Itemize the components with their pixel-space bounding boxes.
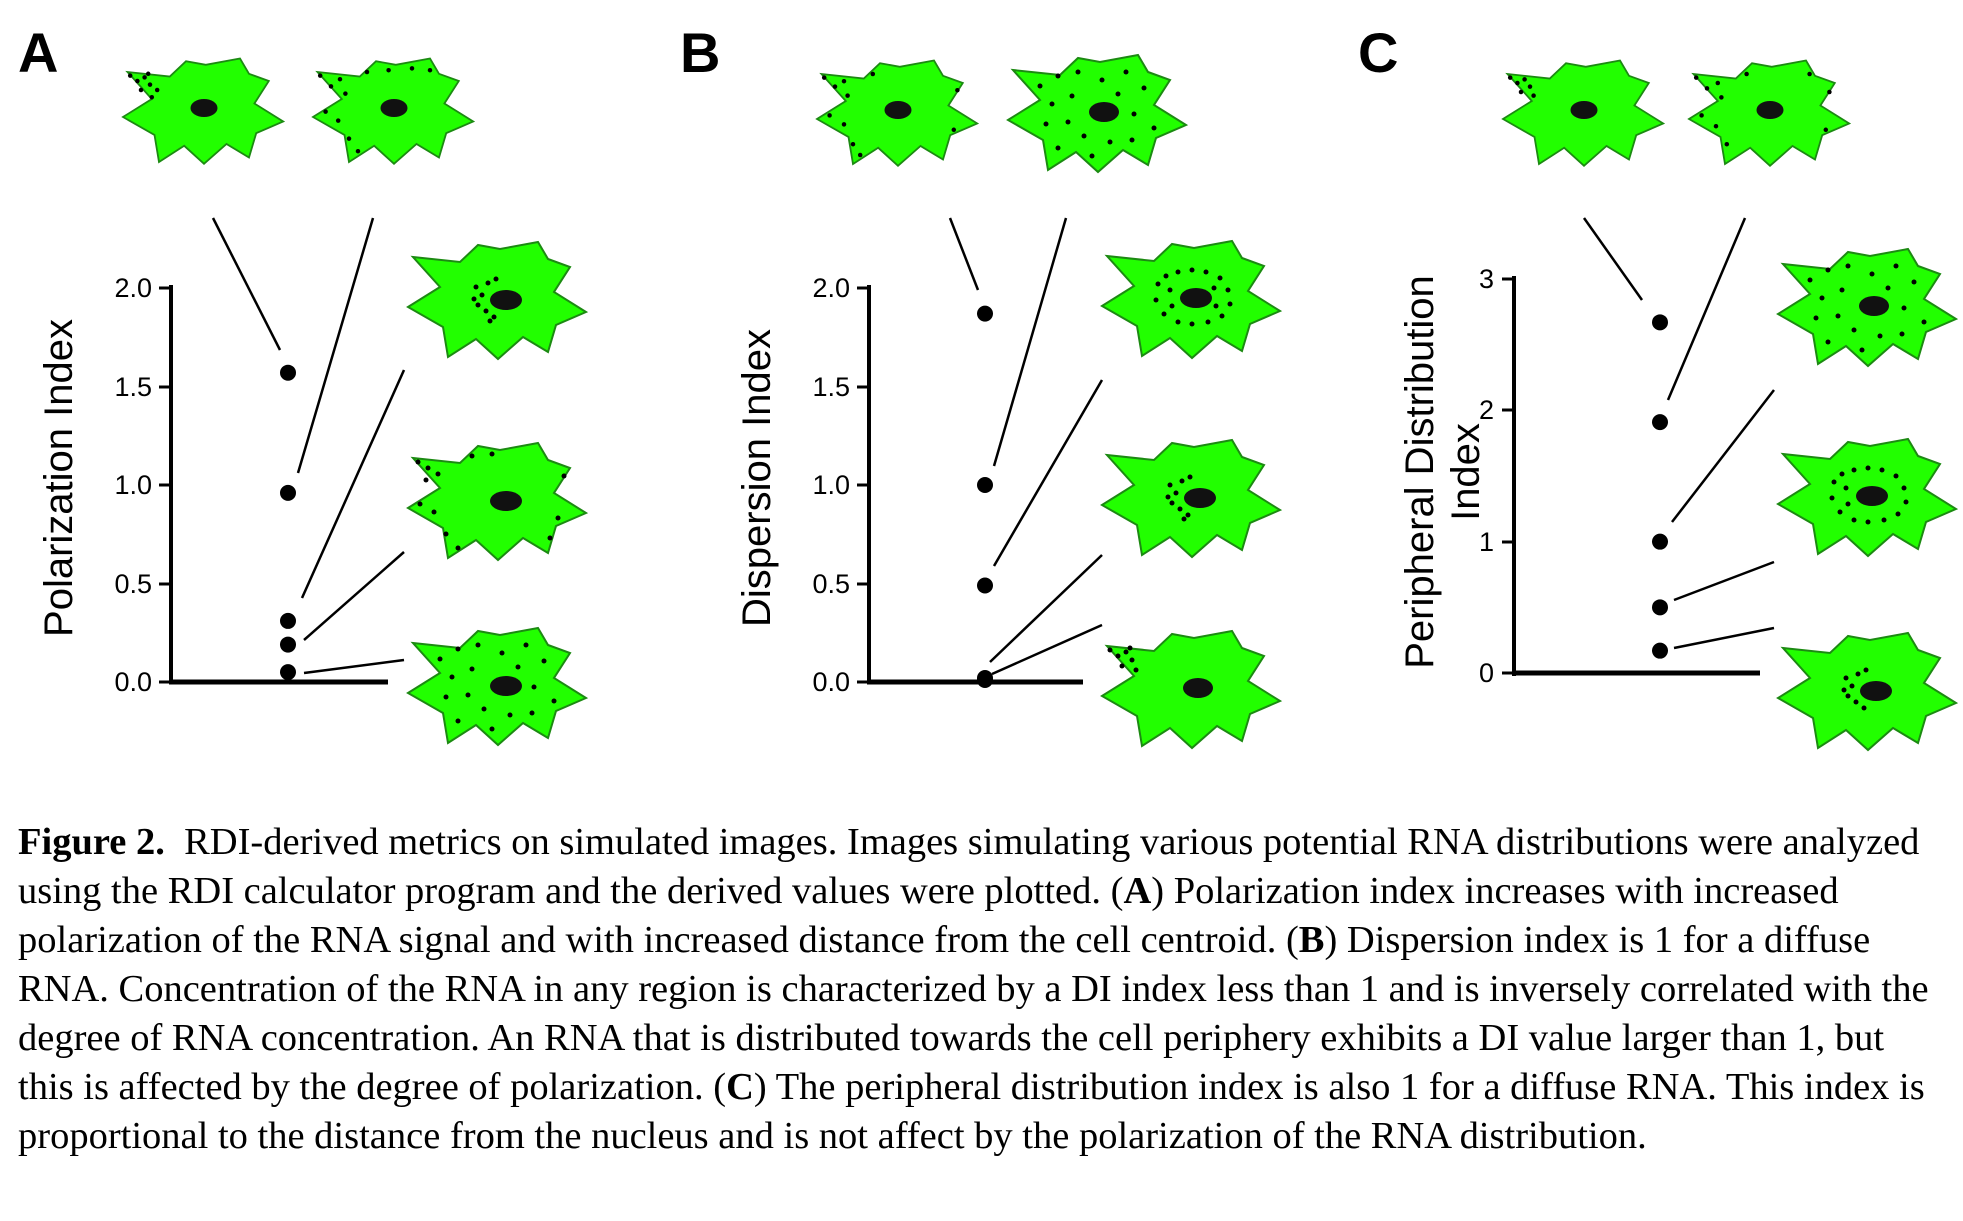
data-point (280, 612, 296, 629)
caption-text: ) Polarization index increases with incr… (18, 870, 1839, 961)
panel-b-axes: 0.0 0.5 1.0 1.5 2.0 (812, 273, 1083, 697)
panel-b-connector-line (948, 217, 980, 291)
panel-a-connector-line (296, 217, 375, 474)
simulated-cell-polarized (1501, 59, 1666, 168)
figure-caption: Figure 2. RDI-derived metrics on simulat… (18, 818, 1948, 1161)
panel-c-tick-label: 2 (1479, 395, 1494, 425)
panel-a-connector-line (211, 217, 282, 351)
data-point (280, 636, 296, 653)
panel-c-y-axis-title-line: Peripheral Distribution (1398, 275, 1442, 669)
simulated-cell-perinuclear (406, 240, 589, 361)
panel-c-connector-line (1673, 560, 1775, 602)
panel-b-y-axis-title-line: Dispersion Index (735, 329, 779, 627)
simulated-cell-perinuclear (1100, 438, 1283, 559)
simulated-cell-diffuse (406, 626, 589, 747)
caption-panel-ref: A (1123, 870, 1152, 912)
panel-a-data-points (280, 364, 296, 681)
panel-c-connector-line (1671, 389, 1775, 523)
panel-a-connector-lines (211, 217, 406, 675)
simulated-cell-polarized-spread (311, 57, 476, 166)
data-point (977, 577, 993, 594)
simulated-cell-polarized (121, 57, 286, 166)
panel-a-connector-line (303, 658, 405, 675)
data-point (280, 664, 296, 681)
simulated-cell-concentrated-corner (1100, 629, 1283, 750)
panel-c: C Peripheral DistributionIndex 0 1 2 3 (1358, 21, 1959, 752)
figure-2-panels: A Polarization Index 0.0 0.5 1.0 1.5 2.0 (18, 21, 1959, 752)
panel-b-connector-line (992, 379, 1104, 567)
panel-b: B Dispersion Index 0.0 0.5 1.0 1.5 2.0 (680, 21, 1283, 750)
panel-a-letter: A (18, 21, 58, 84)
panel-b-connector-line (991, 623, 1103, 676)
panel-b-connector-lines (948, 217, 1104, 676)
panel-b-y-axis-title: Dispersion Index (735, 329, 779, 627)
panel-a-connector-line (300, 369, 406, 599)
simulated-cell-polarized-spread (1687, 59, 1852, 168)
caption-text: ) Dispersion index is 1 for a diffuse RN… (18, 919, 1929, 1108)
panel-c-connector-line (1666, 217, 1747, 401)
panel-c-tick-label: 1 (1479, 527, 1494, 557)
panel-b-tick-label: 0.5 (812, 569, 850, 599)
panel-a-tick-label: 1.0 (114, 470, 152, 500)
simulated-cell-diffuse (1776, 247, 1959, 368)
data-point (1652, 642, 1668, 659)
simulated-cell-peripheral-polarized (406, 441, 589, 562)
simulated-cell-perinuclear-wide (1776, 437, 1959, 558)
panel-a-y-axis-title: Polarization Index (37, 319, 81, 637)
simulated-cell-diffuse (1006, 53, 1189, 174)
panel-c-y-axis-title-line: Index (1444, 423, 1488, 521)
panel-c-y-axis-title: Peripheral DistributionIndex (1398, 275, 1488, 669)
panel-a-connector-line (303, 551, 405, 641)
panel-a-axes: 0.0 0.5 1.0 1.5 2.0 (114, 273, 388, 697)
panel-b-connector-line (992, 217, 1068, 467)
panel-c-data-points (1652, 314, 1668, 659)
caption-text: RDI-derived metrics on simulated images.… (18, 821, 1920, 912)
simulated-cell-polarized (815, 59, 980, 168)
panel-a-tick-label: 1.5 (114, 372, 152, 402)
caption-panel-ref: C (726, 1066, 754, 1108)
panel-b-letter: B (680, 21, 720, 84)
panel-b-tick-label: 1.0 (812, 470, 850, 500)
panel-b-cells (815, 53, 1283, 750)
panel-c-connector-lines (1582, 217, 1775, 650)
simulated-cell-perinuclear (1776, 631, 1959, 752)
panel-b-connector-line (989, 554, 1103, 663)
panel-c-connector-line (1673, 626, 1775, 650)
data-point (1652, 599, 1668, 616)
panel-b-tick-label: 2.0 (812, 273, 850, 303)
panel-b-tick-label: 1.5 (812, 372, 850, 402)
panel-a: A Polarization Index 0.0 0.5 1.0 1.5 2.0 (18, 21, 589, 747)
panel-c-connector-line (1582, 217, 1644, 301)
panel-c-letter: C (1358, 21, 1398, 84)
data-point (1652, 414, 1668, 431)
data-point (280, 484, 296, 501)
panel-c-cells (1501, 59, 1959, 752)
panel-c-axes: 0 1 2 3 (1479, 264, 1760, 688)
caption-label: Figure 2. (18, 821, 165, 863)
panel-a-tick-label: 0.5 (114, 569, 152, 599)
data-point (280, 364, 296, 381)
panel-a-y-axis-title-line: Polarization Index (37, 319, 81, 637)
data-point (977, 477, 993, 493)
panel-c-tick-label: 0 (1479, 658, 1494, 688)
caption-panel-ref: B (1298, 919, 1325, 961)
panel-a-cells (121, 57, 589, 747)
data-point (1652, 533, 1668, 550)
data-point (977, 672, 993, 689)
data-point (1652, 314, 1668, 331)
caption-text: ) The peripheral distribution index is a… (18, 1066, 1925, 1157)
panel-b-tick-label: 0.0 (812, 667, 850, 697)
panel-a-tick-label: 2.0 (114, 273, 152, 303)
data-point (977, 305, 993, 322)
simulated-cell-perinuclear-wide (1100, 239, 1283, 360)
panel-c-tick-label: 3 (1479, 264, 1494, 294)
panel-a-tick-label: 0.0 (114, 667, 152, 697)
panel-b-data-points (977, 305, 993, 689)
